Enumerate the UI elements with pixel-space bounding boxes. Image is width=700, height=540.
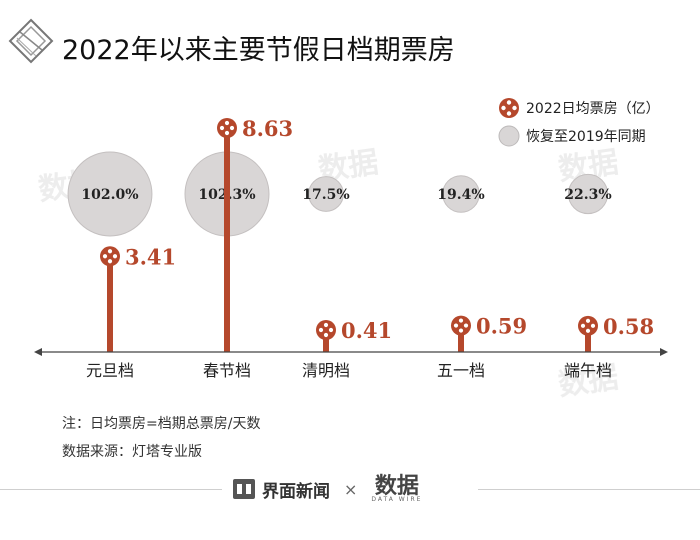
- footer-brand: 界面新闻 × 数据 DATA WIRE: [232, 475, 422, 503]
- reel-hole: [323, 332, 329, 338]
- legend-item-daily: 2022日均票房（亿）: [498, 94, 660, 122]
- legend-label-recovery: 恢复至2019年同期: [526, 129, 646, 145]
- brand-times-sign: ×: [344, 479, 358, 499]
- daily-stem: [458, 325, 464, 352]
- daily-reel-point: [217, 118, 237, 138]
- diamond-logo-icon: [8, 18, 54, 64]
- bubble-lollipop-chart: 数据 数据 数据 数据 102.0%102.3%17.5%19.4%22.3% …: [34, 116, 668, 400]
- recovery-label: 17.5%: [302, 187, 349, 203]
- daily-reel-point: [578, 315, 598, 336]
- bubble-swatch-icon: [498, 125, 520, 147]
- reel-hole: [112, 254, 118, 259]
- reel-hole: [580, 323, 586, 328]
- reel-hole: [453, 323, 459, 328]
- daily-stem: [585, 325, 591, 352]
- reel-hole: [224, 120, 230, 126]
- note-source: 数据来源：灯塔专业版: [62, 444, 202, 460]
- legend: 2022日均票房（亿） 恢复至2019年同期: [498, 94, 660, 150]
- brand-jiemian: 界面新闻: [262, 481, 330, 502]
- x-tick-label: 春节档: [203, 361, 251, 380]
- recovery-bubble: [308, 176, 344, 212]
- recovery-bubble: [442, 175, 480, 213]
- x-tick-label: 元旦档: [86, 361, 134, 380]
- reel-hole: [219, 125, 225, 131]
- watermark: 数据: [556, 360, 620, 400]
- daily-value-label: 0.59: [476, 314, 527, 339]
- legend-label-daily: 2022日均票房（亿）: [526, 101, 660, 117]
- reel-hole: [102, 254, 108, 259]
- daily-stem: [107, 256, 113, 352]
- recovery-bubble: [567, 173, 609, 215]
- daily-value-label: 0.41: [341, 318, 392, 343]
- reel-hole: [585, 328, 591, 333]
- daily-reel-point: [451, 315, 471, 336]
- reel-hole: [318, 327, 324, 333]
- reel-hole: [224, 130, 230, 136]
- brand-datawire: 数据 DATA WIRE: [371, 475, 422, 503]
- daily-value-label: 3.41: [125, 244, 176, 269]
- legend-item-recovery: 恢复至2019年同期: [498, 122, 660, 150]
- daily-stem: [323, 330, 329, 352]
- reel-hole: [323, 322, 329, 328]
- chart-title: 2022年以来主要节假日档期票房: [62, 35, 455, 66]
- recovery-label: 102.0%: [81, 187, 138, 203]
- jiemian-logo-icon: [233, 479, 255, 499]
- daily-value-label: 8.63: [242, 116, 293, 141]
- reel-hole: [463, 323, 469, 328]
- footer-divider-right: [478, 489, 700, 490]
- footer-divider-left: [0, 489, 222, 490]
- daily-reel-point: [316, 320, 336, 340]
- daily-reel-point: [100, 246, 120, 267]
- brand-datawire-sub: DATA WIRE: [371, 496, 423, 503]
- daily-stem: [224, 128, 230, 352]
- recovery-label: 22.3%: [564, 187, 611, 203]
- reel-hole: [458, 318, 464, 323]
- x-tick-label: 端午档: [564, 361, 612, 380]
- brand-datawire-text: 数据: [374, 473, 419, 499]
- reel-hole: [458, 328, 464, 333]
- axis-arrow-left: [34, 348, 42, 356]
- note-formula: 注：日均票房=档期总票房/天数: [62, 416, 261, 432]
- reel-hole: [107, 249, 113, 254]
- daily-value-label: 0.58: [603, 314, 654, 339]
- reel-hole: [107, 259, 113, 264]
- recovery-label: 19.4%: [437, 187, 484, 203]
- reel-hole: [585, 318, 591, 323]
- reel-hole: [229, 125, 235, 131]
- axis-arrow-right: [660, 348, 668, 356]
- reel-hole: [590, 323, 596, 328]
- x-tick-label: 五一档: [437, 361, 485, 380]
- x-tick-label: 清明档: [302, 361, 350, 380]
- recovery-bubble: [67, 151, 153, 237]
- film-reel-icon: [499, 98, 519, 118]
- reel-hole: [328, 327, 334, 333]
